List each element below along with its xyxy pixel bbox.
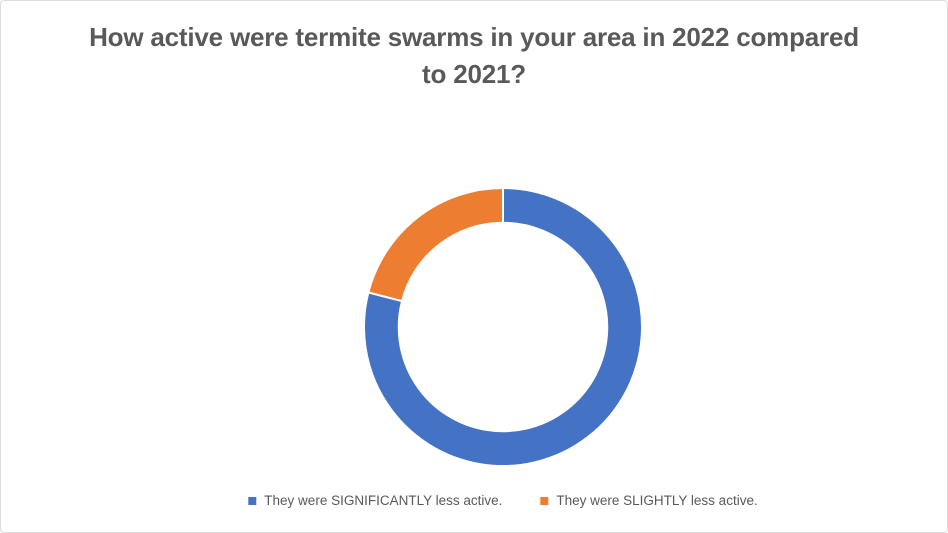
donut-segment-0 bbox=[363, 187, 643, 467]
legend-item-1: They were SLIGHTLY less active. bbox=[540, 493, 758, 508]
legend-label: They were SLIGHTLY less active. bbox=[556, 493, 758, 508]
legend-swatch-icon bbox=[540, 496, 549, 505]
donut-svg bbox=[363, 187, 643, 467]
donut-chart bbox=[358, 182, 648, 472]
legend-label: They were SIGNIFICANTLY less active. bbox=[264, 493, 503, 508]
legend-swatch-icon bbox=[248, 496, 257, 505]
donut-segment-1 bbox=[367, 187, 504, 303]
chart-legend: They were SIGNIFICANTLY less active. They… bbox=[248, 493, 758, 508]
legend-item-0: They were SIGNIFICANTLY less active. bbox=[248, 493, 502, 508]
chart-title: How active were termite swarms in your a… bbox=[89, 22, 859, 89]
